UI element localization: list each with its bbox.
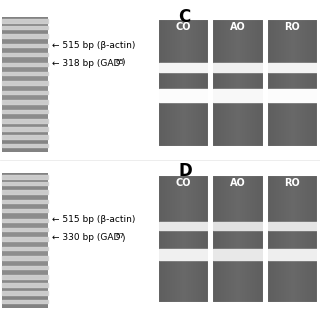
- Text: AO: AO: [230, 22, 246, 32]
- Bar: [2, 34, 48, 37]
- Bar: [2, 190, 48, 194]
- Text: D: D: [178, 162, 192, 180]
- Bar: [2, 256, 48, 260]
- Text: AO: AO: [230, 178, 246, 188]
- Bar: [2, 292, 48, 295]
- Bar: [268, 63, 317, 72]
- Bar: [213, 63, 263, 72]
- Bar: [2, 135, 48, 139]
- Bar: [268, 89, 317, 102]
- Bar: [267, 19, 318, 147]
- Bar: [2, 72, 48, 76]
- Text: ← 318 bp (GAD: ← 318 bp (GAD: [52, 59, 120, 68]
- Bar: [213, 249, 263, 260]
- Bar: [2, 247, 48, 250]
- Bar: [268, 222, 317, 230]
- Bar: [268, 249, 317, 260]
- Text: CO: CO: [176, 22, 191, 32]
- Text: ): ): [121, 59, 124, 68]
- Bar: [2, 266, 48, 269]
- Text: ← 515 bp (β-actin): ← 515 bp (β-actin): [52, 41, 135, 50]
- Bar: [2, 200, 48, 203]
- Bar: [159, 63, 208, 72]
- Bar: [2, 127, 48, 131]
- Bar: [159, 249, 208, 260]
- Text: RO: RO: [284, 178, 300, 188]
- Text: RO: RO: [284, 22, 300, 32]
- Text: ): ): [121, 234, 124, 243]
- Bar: [2, 110, 48, 113]
- Text: C: C: [178, 8, 190, 26]
- Bar: [2, 175, 48, 179]
- Bar: [2, 300, 48, 303]
- Bar: [2, 100, 48, 104]
- Bar: [158, 19, 209, 147]
- Bar: [2, 53, 48, 57]
- Bar: [2, 182, 48, 186]
- Bar: [267, 175, 318, 303]
- Bar: [2, 20, 48, 23]
- Bar: [212, 175, 264, 303]
- Bar: [2, 44, 48, 47]
- Text: 67: 67: [116, 234, 125, 239]
- Bar: [2, 228, 48, 231]
- Bar: [213, 89, 263, 102]
- Bar: [2, 275, 48, 279]
- Bar: [2, 82, 48, 85]
- Bar: [2, 144, 48, 147]
- Bar: [2, 91, 48, 94]
- Bar: [159, 222, 208, 230]
- Text: CO: CO: [176, 178, 191, 188]
- Bar: [212, 19, 264, 147]
- Bar: [2, 284, 48, 287]
- Bar: [2, 26, 48, 29]
- Bar: [2, 219, 48, 222]
- Text: ← 330 bp (GAD: ← 330 bp (GAD: [52, 234, 120, 243]
- Bar: [2, 63, 48, 66]
- Bar: [2, 209, 48, 212]
- Text: ← 515 bp (β-actin): ← 515 bp (β-actin): [52, 215, 135, 225]
- Bar: [159, 89, 208, 102]
- Bar: [2, 119, 48, 123]
- Bar: [213, 222, 263, 230]
- Text: 65: 65: [116, 59, 125, 65]
- Bar: [2, 237, 48, 241]
- Bar: [158, 175, 209, 303]
